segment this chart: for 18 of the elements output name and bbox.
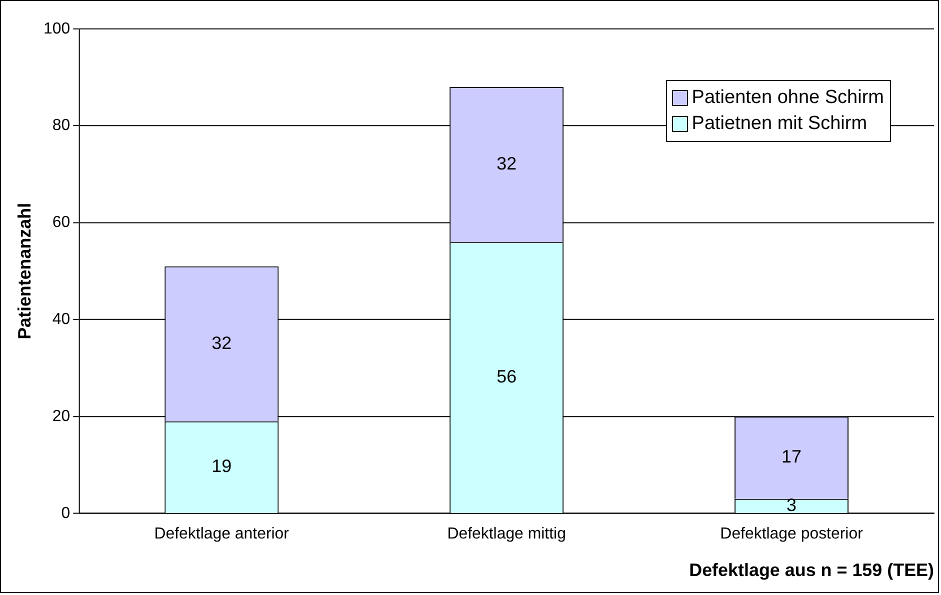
- y-axis-title: Patientenanzahl: [14, 202, 35, 340]
- data-label: 19: [212, 456, 232, 476]
- legend-label: Patietnen mit Schirm: [692, 112, 868, 136]
- y-tick-label: 60: [52, 214, 70, 232]
- data-label: 32: [212, 332, 232, 353]
- y-tick-label: 40: [52, 311, 70, 328]
- y-tick-label: 100: [44, 20, 70, 38]
- y-tick-label: 0: [61, 504, 70, 522]
- x-tick-label: Defektlage posterior: [720, 525, 864, 542]
- y-tick-label: 80: [52, 117, 70, 134]
- y-tick-label: 20: [52, 408, 70, 425]
- data-label: 17: [782, 446, 802, 467]
- legend-label: Patienten ohne Schirm: [692, 86, 884, 110]
- data-label: 56: [496, 366, 517, 386]
- data-label: 32: [496, 154, 517, 174]
- x-axis-title: Defektlage aus n = 159 (TEE): [689, 560, 934, 580]
- x-tick-label: Defektlage mittig: [447, 525, 566, 542]
- x-tick-label: Defektlage anterior: [154, 525, 290, 542]
